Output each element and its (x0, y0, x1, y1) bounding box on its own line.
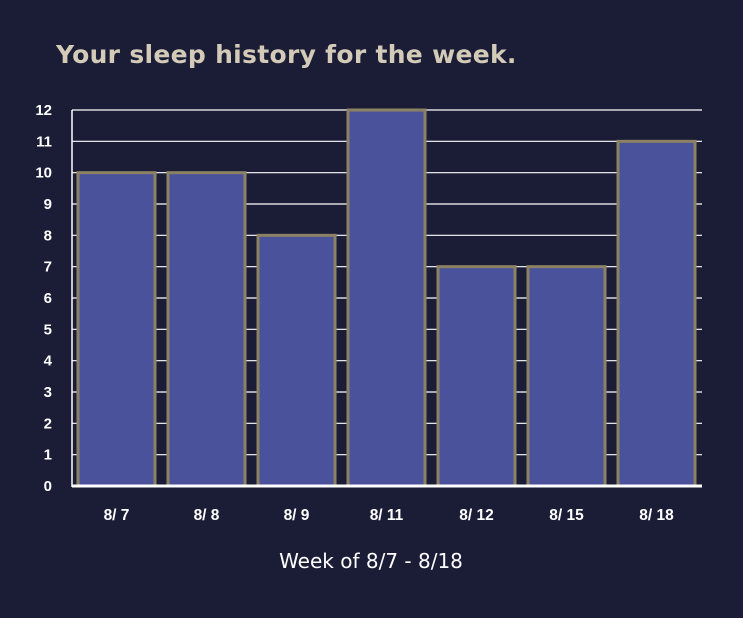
chart-title: Your sleep history for the week. (56, 40, 517, 69)
bars (76, 108, 697, 488)
x-tick-label-1: 8/ 7 (104, 507, 130, 524)
y-tick-label-7: 7 (44, 259, 52, 276)
y-tick-label-0: 0 (44, 478, 52, 495)
y-tick-label-11: 11 (36, 133, 52, 150)
x-tick-label-5: 8/ 12 (459, 507, 493, 524)
x-tick-label-3: 8/ 9 (284, 507, 310, 524)
bar-5 (436, 265, 517, 488)
bar-7 (616, 139, 697, 488)
bar-3 (256, 233, 337, 488)
y-tick-label-3: 3 (44, 384, 52, 401)
x-tick-label-7: 8/ 18 (639, 507, 674, 524)
y-tick-label-9: 9 (44, 196, 52, 213)
y-tick-label-6: 6 (44, 290, 52, 307)
x-tick-label-4: 8/ 11 (370, 507, 404, 524)
axes (71, 110, 702, 488)
y-tick-label-5: 5 (44, 321, 52, 338)
bar-1 (76, 171, 157, 488)
bar-6 (526, 265, 607, 488)
x-tick-label-6: 8/ 15 (549, 507, 584, 524)
y-tick-label-8: 8 (44, 227, 52, 244)
y-tick-label-1: 1 (44, 447, 52, 464)
y-tick-label-4: 4 (44, 353, 53, 370)
y-tick-label-12: 12 (35, 102, 52, 119)
y-tick-label-10: 10 (35, 165, 52, 182)
bar-2 (166, 171, 247, 488)
y-tick-label-2: 2 (44, 415, 52, 432)
bar-4 (346, 108, 427, 488)
x-axis-label: Week of 8/7 - 8/18 (279, 549, 463, 573)
x-tick-labels: 8/ 7 8/ 8 8/ 9 8/ 11 8/ 12 8/ 15 8/ 18 (104, 507, 675, 524)
x-tick-label-2: 8/ 8 (194, 507, 220, 524)
